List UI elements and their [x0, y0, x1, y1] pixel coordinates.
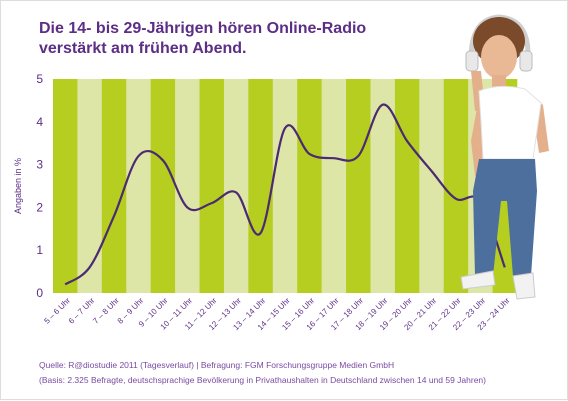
person-with-headphones-illustration [460, 14, 549, 300]
title-line-1: Die 14- bis 29-Jährigen hören Online-Rad… [39, 20, 367, 37]
band-16 [419, 79, 445, 293]
y-tick-label: 3 [36, 158, 43, 172]
title-line-2: verstärkt am frühen Abend. [39, 40, 247, 57]
band-10 [272, 79, 298, 293]
source-line-1: Quelle: R@diostudie 2011 (Tagesverlauf) … [39, 360, 395, 370]
band-12 [321, 79, 347, 293]
band-8 [223, 79, 249, 293]
y-tick-label: 0 [36, 286, 43, 300]
band-5 [150, 79, 176, 293]
band-1 [53, 79, 78, 293]
band-13 [346, 79, 371, 293]
source-line-2: (Basis: 2.325 Befragte, deutschsprachige… [39, 375, 486, 385]
source-note: Quelle: R@diostudie 2011 (Tagesverlauf) … [39, 358, 559, 388]
y-tick-label: 2 [36, 200, 43, 214]
chart-bands [53, 79, 518, 293]
band-11 [297, 79, 322, 293]
y-tick-label: 5 [36, 72, 43, 86]
band-6 [175, 79, 200, 293]
band-9 [248, 79, 274, 293]
y-axis-ticks: 0 1 2 3 4 5 [36, 72, 43, 300]
band-3 [101, 79, 127, 293]
y-tick-label: 1 [36, 243, 43, 257]
band-2 [77, 79, 103, 293]
y-axis-label: Angaben in % [13, 158, 23, 214]
y-tick-label: 4 [36, 115, 43, 129]
band-7 [199, 79, 225, 293]
band-15 [394, 79, 420, 293]
series-line [64, 103, 506, 286]
band-17 [443, 79, 469, 293]
band-4 [126, 79, 151, 293]
chart-title: Die 14- bis 29-Jährigen hören Online-Rad… [39, 19, 399, 59]
